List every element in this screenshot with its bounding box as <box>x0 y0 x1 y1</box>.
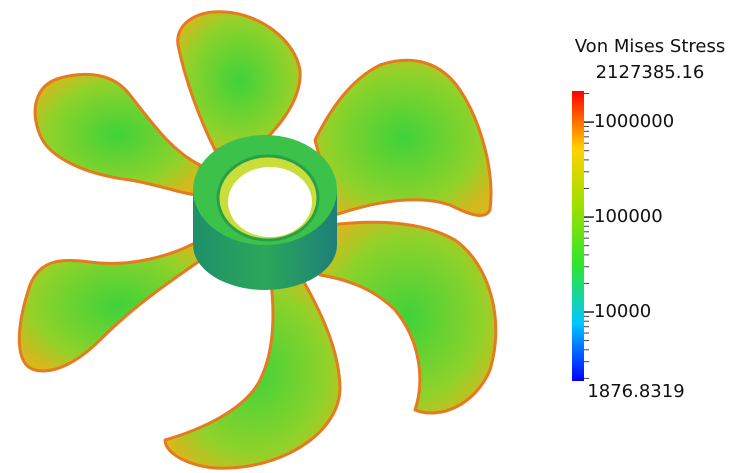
tick-label: 1000000 <box>594 111 674 132</box>
color-bar <box>572 91 584 381</box>
viewport: Von Mises Stress 2127385.16 1876.8319 1000… <box>0 0 756 473</box>
blade <box>35 74 200 195</box>
color-legend: Von Mises Stress 2127385.16 1876.8319 1000… <box>572 36 725 402</box>
legend-title: Von Mises Stress <box>575 36 725 57</box>
blade <box>165 275 340 468</box>
blade <box>315 60 491 215</box>
blade <box>320 222 496 413</box>
max-label: 2127385.16 <box>596 62 705 83</box>
min-label: 1876.8319 <box>587 381 684 402</box>
hub-bore <box>228 167 312 237</box>
blade <box>19 240 215 371</box>
propeller <box>19 12 495 468</box>
tick-label: 100000 <box>594 206 663 227</box>
blade <box>178 12 300 150</box>
tick-label: 10000 <box>594 301 651 322</box>
